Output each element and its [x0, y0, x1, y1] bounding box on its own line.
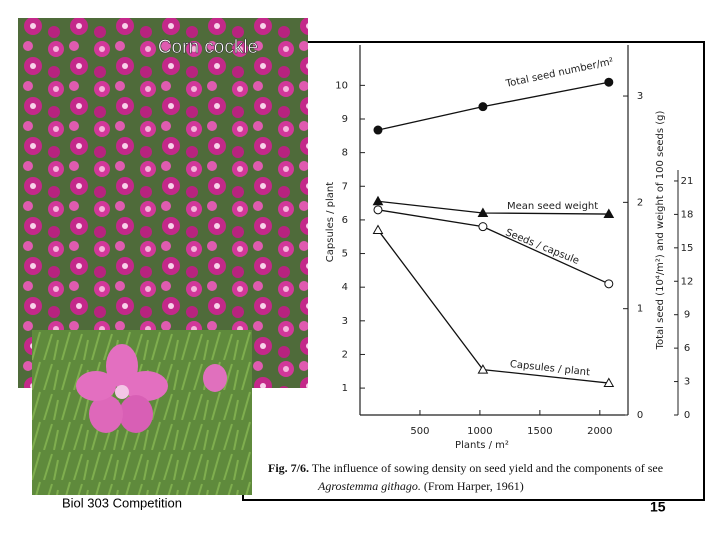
y-tick-label: 4: [342, 282, 348, 293]
x-tick-label: 2000: [587, 426, 612, 437]
y3-tick-label: 0: [684, 410, 690, 421]
point: [372, 195, 384, 206]
y3-tick-label: 12: [681, 276, 694, 287]
point: [603, 377, 615, 388]
caption-text: The influence of sowing density on seed …: [312, 461, 663, 475]
slide-title: Corn cockle: [158, 37, 258, 58]
point: [604, 77, 614, 87]
y3-tick-label: 15: [681, 243, 694, 254]
y-tick-label: 1: [342, 383, 348, 394]
y3-tick-label: 18: [681, 209, 694, 220]
y-tick-label: 10: [335, 80, 348, 91]
point: [478, 222, 488, 232]
point: [604, 279, 614, 289]
flower-photo: [18, 18, 308, 388]
y2-axis-label: Total seed (10⁴/m²) and weight of 100 se…: [655, 111, 666, 351]
y-tick-label: 3: [342, 316, 348, 327]
caption-source: (From Harper, 1961): [424, 479, 524, 493]
y3-tick-label: 6: [684, 343, 690, 354]
y-tick-label: 9: [342, 114, 348, 125]
x-tick-label: 1000: [467, 426, 492, 437]
y3-tick-label: 9: [684, 310, 690, 321]
x-axis-label: Plants / m²: [455, 440, 509, 451]
slide-footer: Biol 303 Competition: [62, 495, 182, 510]
caption-line-2: Agrostemma githago. (From Harper, 1961): [317, 479, 524, 493]
y-tick-label: 6: [342, 215, 348, 226]
point: [478, 102, 488, 112]
x-tick-label: 1500: [527, 426, 552, 437]
point: [477, 207, 489, 217]
flower: [76, 344, 168, 433]
point: [373, 125, 383, 135]
series-label: Mean seed weight: [507, 201, 598, 212]
y-tick-label: 2: [342, 349, 348, 360]
point: [603, 208, 615, 219]
x-tick-label: 500: [410, 426, 429, 437]
y-tick-label: 8: [342, 148, 348, 159]
page-number: 15: [650, 499, 666, 515]
point: [373, 205, 383, 215]
point: [477, 364, 489, 374]
y2-tick-label: 3: [637, 91, 643, 102]
y2-tick-label: 2: [637, 197, 643, 208]
point: [372, 224, 384, 234]
caption-species: Agrostemma githago.: [317, 479, 421, 493]
y2-tick-label: 0: [637, 410, 643, 421]
inset-photo: [32, 330, 252, 495]
caption: Fig. 7/6. The influence of sowing densit…: [268, 461, 663, 475]
y-tick-label: 7: [342, 181, 348, 192]
flower-bud: [203, 364, 227, 392]
y3-tick-label: 21: [681, 176, 694, 187]
y2-tick-label: 1: [637, 304, 643, 315]
caption-figure: Fig. 7/6.: [268, 461, 309, 475]
y-tick-label: 5: [342, 249, 348, 260]
y3-tick-label: 3: [684, 377, 690, 388]
y-axis-label: Capsules / plant: [325, 182, 336, 262]
chart-image: [243, 42, 704, 500]
